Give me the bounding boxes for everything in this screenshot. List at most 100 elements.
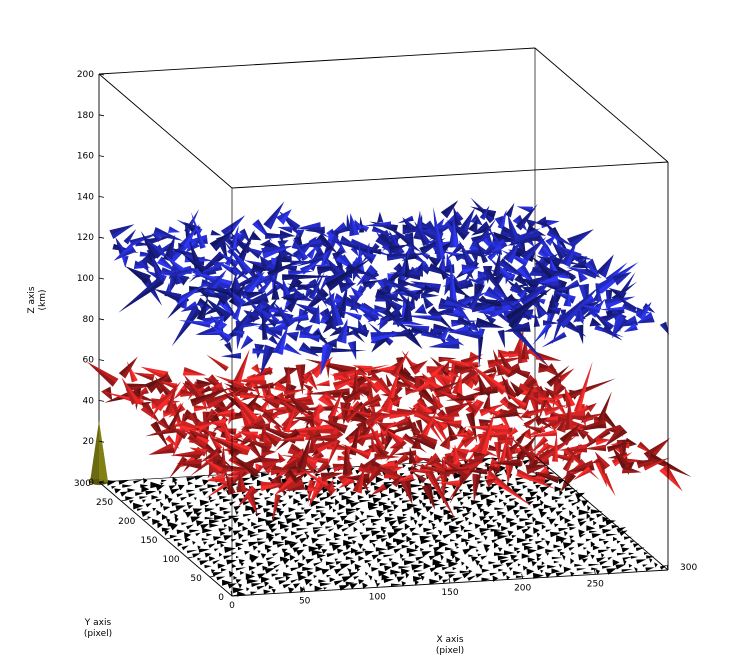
ground-arrow [355,507,361,512]
ground-arrow [495,473,503,478]
ground-arrow [440,554,444,561]
vector-cone-highlight [393,475,401,488]
ground-arrow [197,545,201,550]
vector-cone-highlight [244,260,275,270]
vector-cone-highlight [516,472,556,490]
vector-cone [297,433,312,470]
vector-cone-highlight [311,433,338,439]
ground-arrow [264,581,270,587]
vector-cone-highlight [506,427,517,439]
vector-cone-highlight [472,473,477,503]
ground-arrow [459,489,463,493]
ground-arrow [170,524,179,531]
ground-arrow [387,509,396,513]
vector-cone-highlight [583,444,606,449]
ground-arrow [217,540,228,545]
vector-cone [394,371,414,390]
vector-cone [285,296,299,313]
ground-arrow [463,529,473,533]
ground-arrow [545,529,552,533]
vector-cone-highlight [407,417,421,435]
ground-arrow [371,554,380,560]
vector-cone-highlight [392,328,408,337]
vector-cone-highlight [86,361,119,383]
ground-arrow [443,509,453,516]
vector-cone [152,227,183,241]
vector-cone-highlight [182,296,188,310]
ground-arrow [529,538,534,542]
ground-arrow [345,487,352,492]
ground-arrow [222,498,233,503]
vector-cone-highlight [490,244,502,252]
ground-arrow [459,570,472,574]
x-tick [593,569,596,575]
vector-cone-highlight [189,447,207,453]
vector-cone-highlight [325,257,345,277]
vector-cone [203,458,223,476]
vector-cone [524,393,543,406]
vector-cone-highlight [315,403,320,420]
ground-arrow [539,486,550,493]
ground-arrow [290,567,300,572]
ground-arrow [593,520,597,526]
ground-arrow [288,495,294,500]
ground-arrow [515,515,520,519]
ground-arrow [503,550,515,556]
vector-cone-highlight [469,376,481,383]
vector-cone-highlight [540,435,577,463]
ground-arrow [341,495,352,501]
ground-arrow [314,517,321,522]
vector-cone-highlight [543,322,560,326]
vector-cone-highlight [486,392,491,410]
ground-arrow [365,527,378,532]
vector-cone [151,233,162,243]
ground-arrow [535,540,544,545]
vector-cone-highlight [577,269,588,281]
vector-cone-highlight [363,275,378,280]
ground-arrow [441,567,449,571]
ground-arrow [508,567,513,571]
vector-cone [306,245,317,260]
y-tick [187,556,193,559]
vector-cone-highlight [417,401,433,415]
ground-arrow [257,541,267,546]
vector-cone-highlight [259,239,271,245]
ground-arrow [559,515,565,522]
ground-arrow [401,532,408,538]
vector-cone-highlight [596,439,611,446]
ground-arrow [452,577,463,583]
vector-cone-highlight [544,387,557,396]
vector-cone-highlight [327,257,372,291]
ground-arrow [391,525,399,530]
vector-cone-highlight [182,371,207,376]
vector-cone-highlight [170,450,201,456]
vector-cone-highlight [485,474,532,507]
vector-cone-highlight [453,218,459,248]
ground-arrow [235,542,244,548]
ground-arrow [578,529,586,536]
vector-cone-highlight [565,460,594,473]
ground-arrow [248,541,260,547]
ground-arrow [207,484,219,489]
vector-cone-highlight [599,391,612,423]
box-edge [231,161,669,189]
vector-cone-highlight [369,376,382,381]
ground-arrow [455,520,465,526]
ground-arrow [326,553,336,558]
ground-arrow [467,496,472,500]
ground-arrow [527,548,537,555]
vector-cone [125,266,151,285]
ground-arrow [346,498,355,505]
vector-cone-highlight [212,406,229,411]
ground-arrow [532,503,544,509]
ground-arrow [358,555,365,562]
ground-arrow [412,532,421,536]
ground-arrow [448,574,456,579]
vector-cone-highlight [608,287,627,297]
vector-cone-highlight [563,378,616,402]
vector-cone-highlight [344,325,370,334]
ground-arrow [602,529,612,534]
x-axis-label: X axis [436,635,463,645]
ground-arrow [282,583,292,589]
